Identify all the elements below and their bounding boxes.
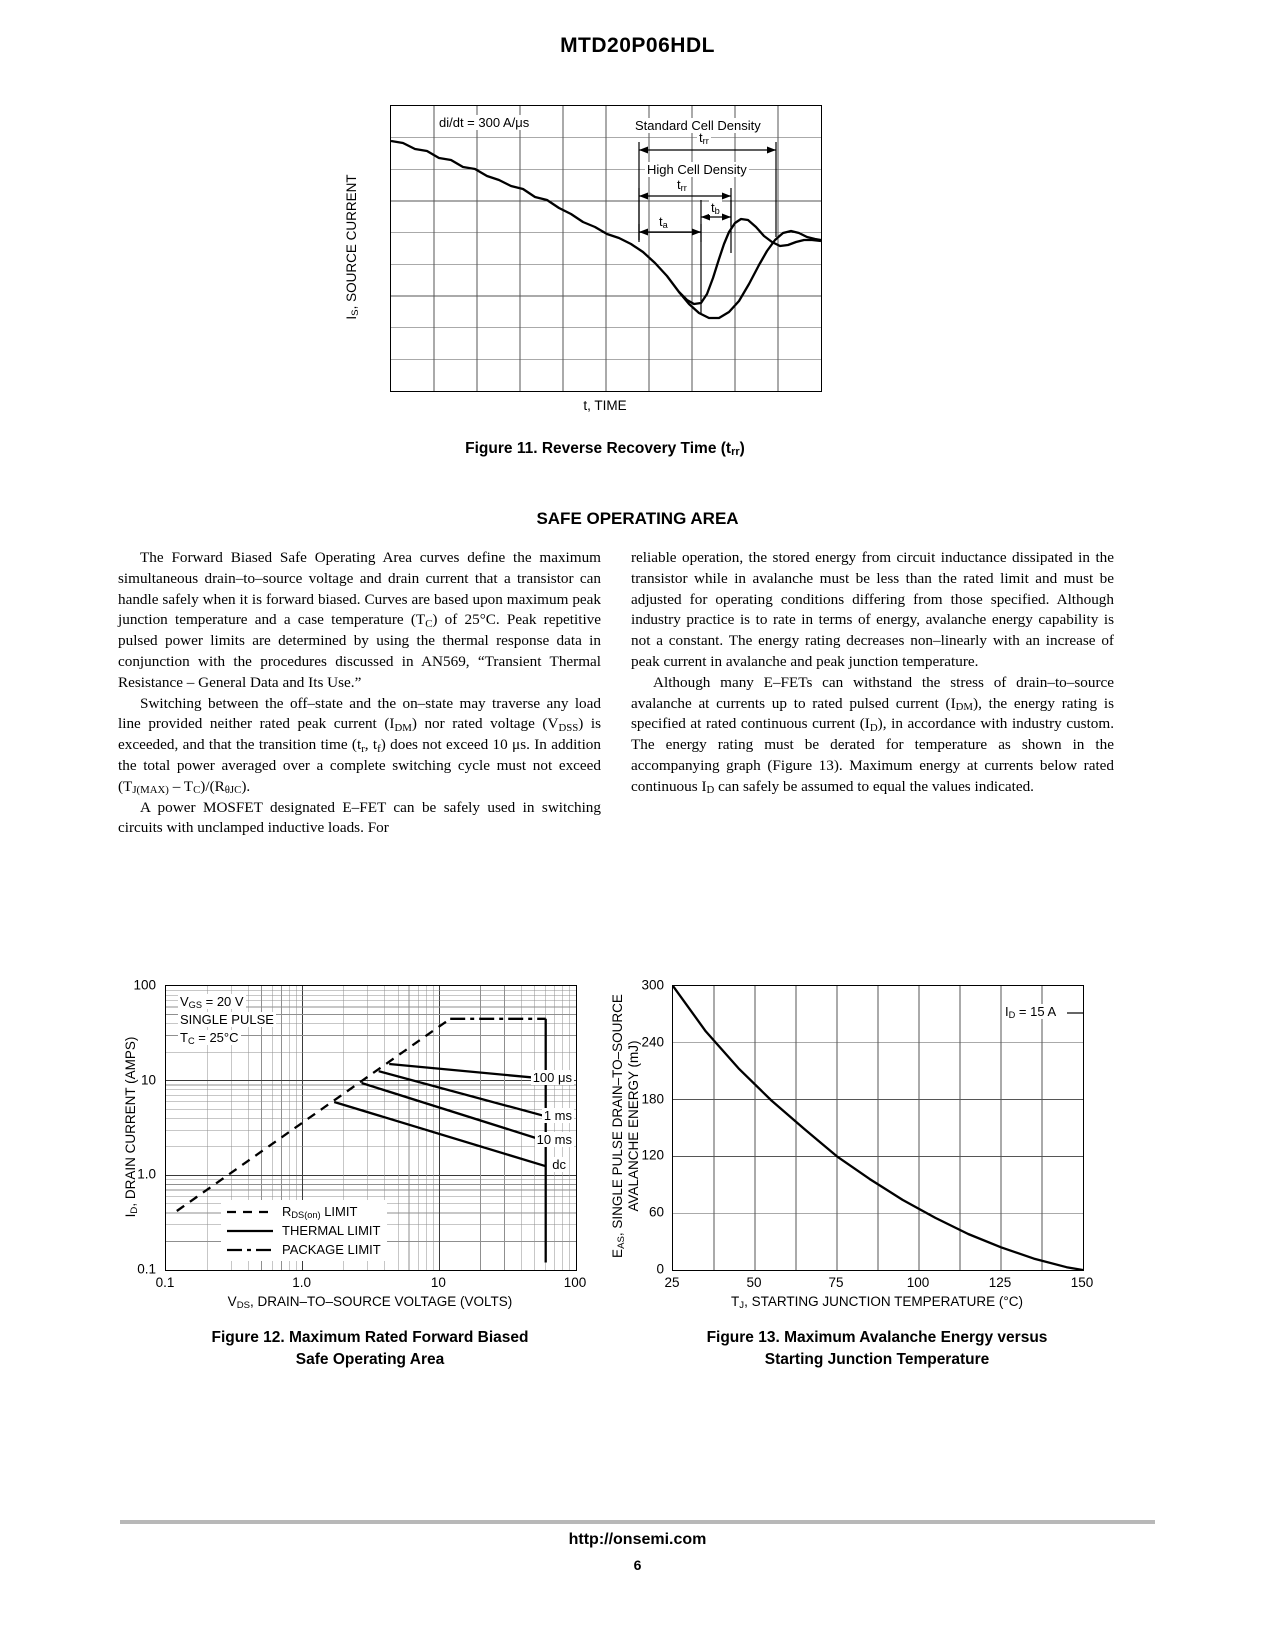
fig12-plot: VGS = 20 V SINGLE PULSE TC = 25°C 100 μs… [165, 985, 577, 1271]
fig12-caption: Figure 12. Maximum Rated Forward Biased … [165, 1327, 575, 1370]
fig12-vgs-label: VGS = 20 V [178, 994, 246, 1011]
axis-tick-label: 100 [133, 977, 156, 993]
fig13-id-label: ID = 15 A [1003, 1004, 1059, 1021]
fig13-plot: ID = 15 A [672, 985, 1084, 1271]
fig12-caption-line1: Figure 12. Maximum Rated Forward Biased [211, 1329, 529, 1346]
fig13-y-ticks: 300 240 180 120 60 0 [618, 978, 664, 1277]
fig12-label-dc: dc [550, 1157, 568, 1172]
axis-tick-label: 240 [641, 1034, 664, 1050]
legend-row-package-limit: PACKAGE LIMIT [227, 1240, 381, 1259]
text-column-left: The Forward Biased Safe Operating Area c… [118, 548, 601, 839]
fig11-trr-high-label: trr [675, 177, 689, 194]
dash-dot-line-sample [227, 1248, 273, 1251]
page-number: 6 [633, 1557, 642, 1573]
legend-label: PACKAGE LIMIT [282, 1242, 381, 1257]
fig11-standard-cell-label: Standard Cell Density [633, 118, 763, 133]
axis-tick-label: 75 [828, 1275, 844, 1290]
fig13-caption-line2: Starting Junction Temperature [764, 1350, 990, 1368]
fig12-label-10ms: 10 ms [534, 1132, 574, 1147]
axis-tick-label: 50 [746, 1275, 762, 1290]
fig11-plot: di/dt = 300 A/μs Standard Cell Density t… [390, 105, 822, 392]
axis-tick-label: 100 [563, 1275, 587, 1290]
fig12-legend: RDS(on) LIMIT THERMAL LIMIT PACKAGE LIMI… [221, 1200, 387, 1261]
legend-row-thermal-limit: THERMAL LIMIT [227, 1221, 381, 1240]
body-paragraph: The Forward Biased Safe Operating Area c… [118, 549, 602, 691]
fig12-caption-line2: Safe Operating Area [295, 1350, 445, 1368]
footer-divider [120, 1520, 1155, 1524]
axis-tick-label: 0 [656, 1261, 664, 1277]
fig11-caption: Figure 11. Reverse Recovery Time (trr) [465, 440, 745, 459]
axis-tick-label: 10 [430, 1275, 446, 1290]
legend-row-rds-limit: RDS(on) LIMIT [227, 1202, 381, 1221]
fig12-label-1ms: 1 ms [541, 1108, 574, 1123]
legend-label: THERMAL LIMIT [282, 1223, 381, 1238]
body-paragraph: Although many E–FETs can withstand the s… [631, 673, 1115, 797]
fig13-x-ticks: 25 50 75 100 125 150 [664, 1275, 1093, 1291]
axis-tick-label: 300 [641, 977, 664, 993]
legend-label: RDS(on) LIMIT [282, 1204, 358, 1221]
body-paragraph: A power MOSFET designated E–FET can be s… [118, 798, 601, 837]
body-paragraph: reliable operation, the stored energy fr… [631, 549, 1114, 670]
fig12-x-axis-label: VDS, DRAIN–TO–SOURCE VOLTAGE (VOLTS) [227, 1294, 513, 1312]
axis-tick-label: 0.1 [137, 1261, 156, 1277]
fig12-tc-label: TC = 25°C [178, 1030, 241, 1047]
axis-tick-label: 1.0 [137, 1166, 156, 1182]
fig13-caption-line1: Figure 13. Maximum Avalanche Energy vers… [706, 1329, 1048, 1346]
axis-tick-label: 60 [648, 1204, 664, 1220]
footer-url[interactable]: http://onsemi.com [568, 1531, 707, 1548]
section-title: SAFE OPERATING AREA [536, 509, 739, 528]
dashed-line-sample [227, 1210, 273, 1213]
axis-tick-label: 120 [641, 1147, 664, 1163]
fig11-y-axis-label: IS, SOURCE CURRENT [344, 174, 362, 320]
axis-tick-label: 1.0 [292, 1275, 312, 1290]
fig11-chart [391, 106, 821, 391]
axis-tick-label: 25 [664, 1275, 680, 1290]
fig12-x-ticks: 0.1 1.0 10 100 [156, 1275, 587, 1291]
fig12-single-pulse-label: SINGLE PULSE [178, 1012, 276, 1027]
fig11-high-cell-label: High Cell Density [645, 162, 749, 177]
fig12-y-ticks: 100 10 1.0 0.1 [104, 978, 156, 1277]
axis-tick-label: 180 [641, 1091, 664, 1107]
axis-tick-label: 10 [140, 1072, 156, 1088]
fig11-x-axis-label: t, TIME [583, 398, 627, 413]
axis-tick-label: 0.1 [155, 1275, 175, 1290]
fig13-x-axis-label: TJ, STARTING JUNCTION TEMPERATURE (°C) [731, 1294, 1023, 1312]
fig13-chart [673, 986, 1083, 1270]
fig11-didt-label: di/dt = 300 A/μs [437, 115, 532, 130]
fig13-caption: Figure 13. Maximum Avalanche Energy vers… [672, 1327, 1082, 1370]
text-column-right: reliable operation, the stored energy fr… [631, 548, 1114, 798]
fig11-trr-standard-label: trr [697, 130, 711, 147]
fig12-label-100us: 100 μs [530, 1070, 574, 1085]
fig11-tb-label: tb [709, 200, 722, 217]
axis-tick-label: 100 [906, 1275, 930, 1290]
fig11-ta-label: ta [657, 214, 670, 231]
page-title: MTD20P06HDL [560, 34, 715, 57]
axis-tick-label: 150 [1070, 1275, 1094, 1290]
body-paragraph: Switching between the off–state and the … [118, 694, 601, 797]
solid-line-sample [227, 1229, 273, 1232]
axis-tick-label: 125 [988, 1275, 1012, 1290]
